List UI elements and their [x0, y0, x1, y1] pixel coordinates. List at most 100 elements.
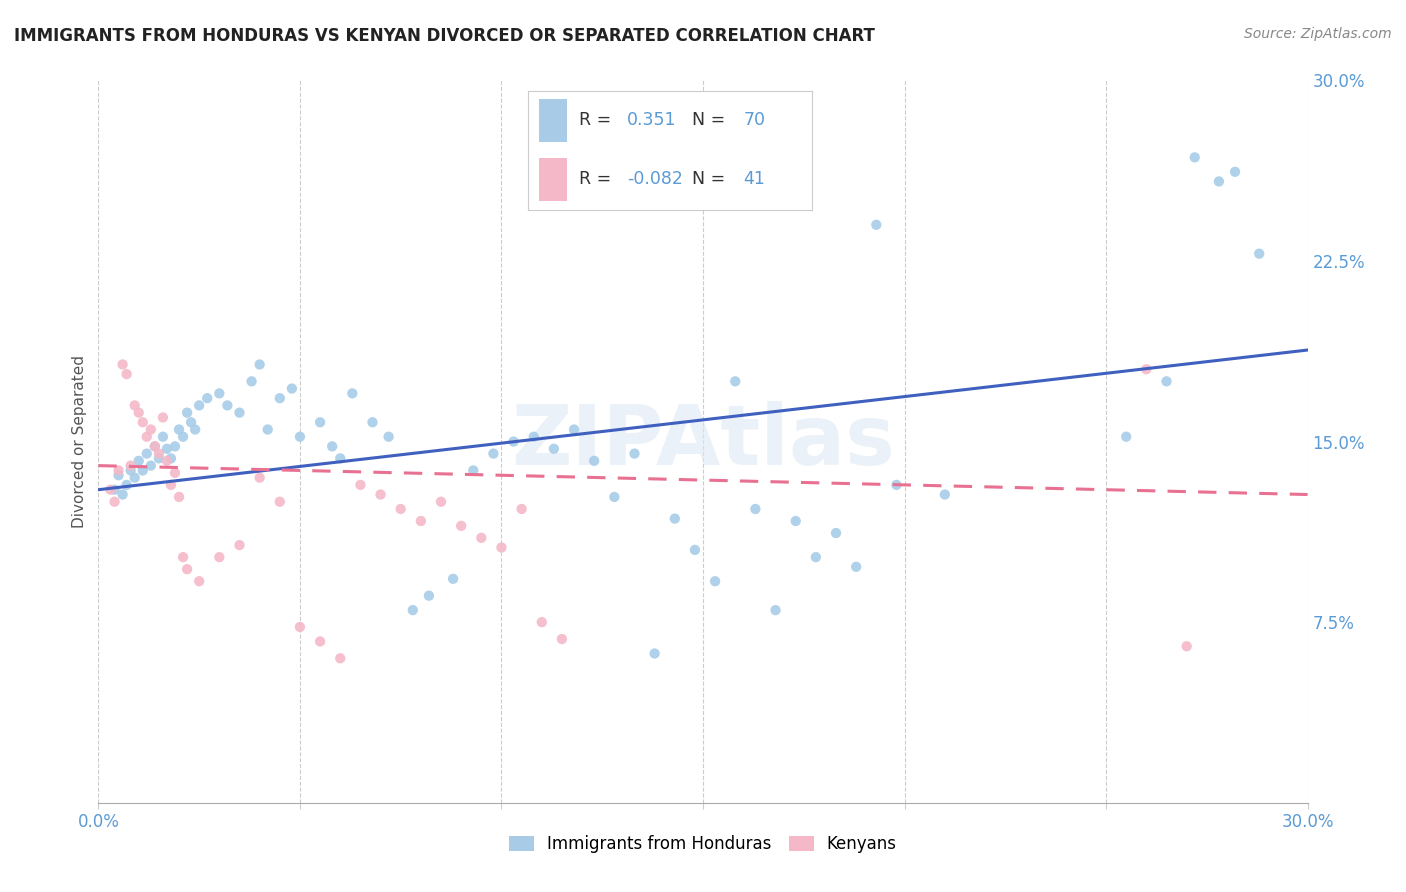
Point — [491, 541, 513, 555]
Point — [100, 483, 122, 497]
Point — [441, 572, 464, 586]
Point — [502, 434, 524, 449]
Point — [1249, 246, 1271, 260]
Point — [583, 454, 606, 468]
Point — [135, 430, 157, 444]
Point — [418, 589, 440, 603]
Point — [163, 466, 186, 480]
Point — [329, 451, 352, 466]
Point — [160, 451, 183, 466]
Point — [135, 446, 157, 460]
Point — [143, 439, 166, 453]
Point — [184, 422, 207, 436]
Point — [361, 415, 384, 429]
Point — [482, 446, 505, 460]
Point — [342, 386, 364, 401]
Text: Source: ZipAtlas.com: Source: ZipAtlas.com — [1244, 27, 1392, 41]
Point — [309, 415, 332, 429]
Point — [167, 422, 190, 436]
Point — [281, 382, 304, 396]
Point — [644, 647, 666, 661]
Point — [208, 550, 231, 565]
Point — [143, 439, 166, 453]
Point — [865, 218, 887, 232]
Point — [124, 398, 146, 412]
Text: ZIPAtlas: ZIPAtlas — [510, 401, 896, 482]
Point — [402, 603, 425, 617]
Point — [172, 550, 194, 565]
Point — [240, 374, 263, 388]
Point — [377, 430, 399, 444]
Point — [744, 502, 766, 516]
Point — [825, 526, 848, 541]
Point — [562, 422, 585, 436]
Point — [176, 406, 198, 420]
Point — [111, 358, 134, 372]
Point — [321, 439, 343, 453]
Point — [107, 463, 129, 477]
Point — [886, 478, 908, 492]
Point — [103, 494, 125, 508]
Point — [1184, 150, 1206, 164]
Point — [269, 494, 291, 508]
Point — [724, 374, 747, 388]
Point — [309, 634, 332, 648]
Point — [107, 468, 129, 483]
Point — [389, 502, 412, 516]
Point — [785, 514, 807, 528]
Point — [430, 494, 453, 508]
Point — [208, 386, 231, 401]
Point — [156, 454, 179, 468]
Point — [148, 446, 170, 460]
Point — [124, 470, 146, 484]
Point — [172, 430, 194, 444]
Point — [934, 487, 956, 501]
Point — [765, 603, 787, 617]
Text: IMMIGRANTS FROM HONDURAS VS KENYAN DIVORCED OR SEPARATED CORRELATION CHART: IMMIGRANTS FROM HONDURAS VS KENYAN DIVOR… — [14, 27, 875, 45]
Point — [1223, 165, 1246, 179]
Point — [128, 454, 150, 468]
Point — [188, 574, 211, 589]
Point — [139, 422, 162, 436]
Point — [249, 358, 271, 372]
Point — [288, 620, 311, 634]
Point — [683, 542, 706, 557]
Point — [256, 422, 278, 436]
Point — [167, 490, 190, 504]
Point — [329, 651, 352, 665]
Point — [704, 574, 727, 589]
Point — [132, 463, 155, 477]
Point — [160, 478, 183, 492]
Point — [463, 463, 485, 477]
Point — [845, 559, 868, 574]
Point — [288, 430, 311, 444]
Point — [1115, 430, 1137, 444]
Point — [664, 511, 686, 525]
Point — [120, 463, 142, 477]
Legend: Immigrants from Honduras, Kenyans: Immigrants from Honduras, Kenyans — [502, 828, 904, 860]
Point — [510, 502, 533, 516]
Point — [543, 442, 565, 456]
Point — [804, 550, 827, 565]
Point — [249, 470, 271, 484]
Point — [1175, 639, 1198, 653]
Point — [1156, 374, 1178, 388]
Point — [603, 490, 626, 504]
Point — [139, 458, 162, 473]
Point — [1135, 362, 1157, 376]
Point — [195, 391, 218, 405]
Point — [103, 483, 125, 497]
Point — [470, 531, 492, 545]
Y-axis label: Divorced or Separated: Divorced or Separated — [72, 355, 87, 528]
Point — [349, 478, 371, 492]
Point — [156, 442, 179, 456]
Point — [115, 478, 138, 492]
Point — [623, 446, 645, 460]
Point — [1208, 174, 1230, 188]
Point — [115, 367, 138, 381]
Point — [228, 406, 250, 420]
Point — [148, 451, 170, 466]
Point — [228, 538, 250, 552]
Point — [152, 430, 174, 444]
Point — [269, 391, 291, 405]
